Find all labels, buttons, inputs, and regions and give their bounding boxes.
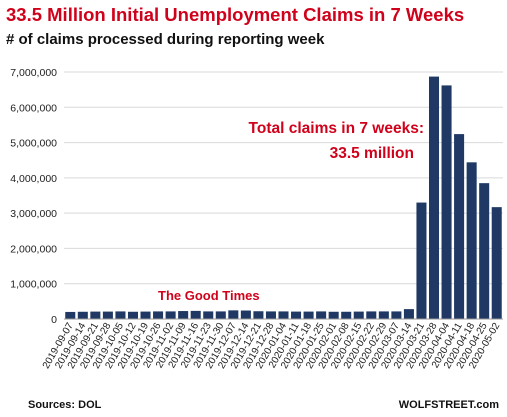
- bar: [341, 311, 352, 319]
- bar: [65, 311, 76, 319]
- bar: [366, 311, 377, 319]
- bar: [165, 311, 176, 319]
- bar: [316, 311, 327, 319]
- bar: [441, 85, 452, 319]
- bar: [228, 310, 239, 319]
- bar: [153, 311, 164, 319]
- bar: [190, 310, 201, 319]
- y-axis-tick-labels: 0 1,000,000 2,000,000 3,000,000 4,000,000 5,0…: [10, 67, 57, 326]
- brand-label: WOLFSTREET.com: [398, 399, 499, 411]
- chart-title: 33.5 Million Initial Unemployment Claims…: [6, 4, 465, 25]
- bar: [378, 311, 389, 319]
- bar: [466, 162, 477, 319]
- bar: [240, 310, 251, 319]
- bar: [454, 134, 465, 319]
- y-tick-label: 6,000,000: [10, 102, 57, 114]
- bar: [127, 311, 138, 319]
- source-label: Sources: DOL: [28, 399, 102, 411]
- bar: [391, 311, 402, 319]
- bar: [115, 311, 126, 319]
- bar: [479, 183, 490, 319]
- bars: [65, 76, 502, 319]
- y-tick-label: 0: [51, 314, 57, 326]
- annotation-total-line2: 33.5 million: [330, 145, 414, 162]
- bar: [353, 311, 364, 319]
- bar: [403, 309, 414, 319]
- y-tick-label: 2,000,000: [10, 243, 57, 255]
- bar: [77, 311, 88, 319]
- bar: [328, 311, 339, 319]
- bar: [491, 207, 502, 319]
- chart-subtitle: # of claims processed during reporting w…: [6, 31, 325, 48]
- y-tick-label: 4,000,000: [10, 173, 57, 185]
- bar: [291, 311, 302, 319]
- y-tick-label: 7,000,000: [10, 67, 57, 79]
- bar: [178, 311, 189, 319]
- annotation-good-times: The Good Times: [158, 288, 260, 303]
- y-tick-label: 1,000,000: [10, 279, 57, 291]
- bar: [429, 76, 440, 319]
- bar: [90, 311, 101, 319]
- y-tick-label: 5,000,000: [10, 138, 57, 150]
- bar: [416, 202, 427, 319]
- annotation-total-line1: Total claims in 7 weeks:: [249, 120, 424, 137]
- bar: [215, 311, 226, 319]
- bar: [203, 311, 214, 319]
- bar: [102, 311, 113, 319]
- x-axis-tick-labels: 2019-09-072019-09-142019-09-212019-09-28…: [41, 321, 503, 371]
- bar: [140, 311, 151, 319]
- bar: [303, 311, 314, 319]
- bar: [265, 311, 276, 319]
- bar: [253, 311, 264, 319]
- y-tick-label: 3,000,000: [10, 208, 57, 220]
- bar: [278, 311, 289, 319]
